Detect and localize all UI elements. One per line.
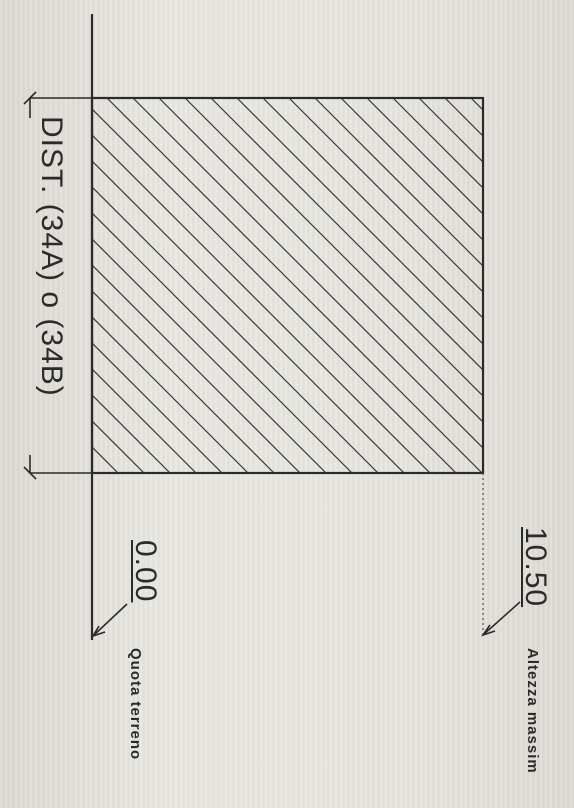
hatch-line: [92, 212, 353, 473]
hatch-line: [314, 98, 483, 267]
hatch-line: [92, 420, 145, 473]
hatch-line: [470, 98, 483, 111]
max-height-leader: [480, 601, 521, 637]
hatch-line: [92, 316, 249, 473]
hatch-line: [262, 98, 483, 319]
hatch-line: [92, 446, 119, 473]
hatch-line: [92, 342, 223, 473]
ground-level-leader: [91, 603, 128, 638]
ground-level-value: 0.00: [129, 540, 162, 603]
hatch-line: [92, 368, 197, 473]
hatch-line: [92, 160, 405, 473]
hatch-line: [92, 238, 327, 473]
max-height-caption: Altezza massim: [524, 648, 541, 774]
hatch-line: [92, 108, 457, 473]
hatch-line: [184, 98, 483, 397]
hatch-line: [92, 290, 275, 473]
hatch-line: [92, 264, 301, 473]
building-volume-box: [90, 96, 485, 475]
dimension-label: DIST. (34A) o (34B): [35, 116, 68, 397]
hatch-line: [236, 98, 483, 345]
hatch-line: [132, 98, 483, 449]
hatch-line: [366, 98, 483, 215]
hatch-line: [92, 134, 431, 473]
hatch-line: [106, 98, 483, 473]
hatch-line: [392, 98, 483, 189]
hatch-line: [92, 394, 171, 473]
hatch-line: [288, 98, 483, 293]
hatch-line: [92, 186, 379, 473]
hatch-line: [444, 98, 483, 137]
hatch-line: [158, 98, 483, 423]
hatch-line: [340, 98, 483, 241]
max-height-value: 10.50: [519, 527, 552, 608]
hatch-line: [210, 98, 483, 371]
dimension-line: [23, 91, 92, 480]
ground-level-caption: Quota terreno: [127, 648, 144, 761]
hatch-pattern: [92, 98, 483, 473]
